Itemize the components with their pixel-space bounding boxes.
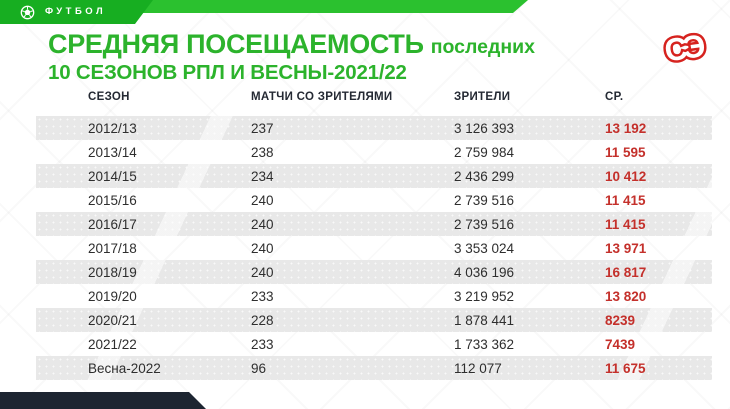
viewers-cell: 3 353 024 [454, 240, 515, 256]
soccer-ball-icon [20, 5, 35, 20]
season-cell: 2015/16 [88, 192, 137, 208]
average-cell: 10 412 [605, 168, 647, 184]
category-tab: ФУТБОЛ [0, 0, 153, 24]
season-cell: 2020/21 [88, 312, 137, 328]
average-cell: 11 595 [605, 144, 646, 160]
column-header-0: СЕЗОН [88, 91, 130, 103]
viewers-cell: 2 759 984 [454, 144, 515, 160]
column-header-2: ЗРИТЕЛИ [454, 91, 511, 103]
matches-cell: 238 [251, 144, 274, 160]
table-row: 2018/19 240 4 036 196 16 817 [36, 260, 712, 284]
average-cell: 16 817 [605, 264, 647, 280]
viewers-cell: 2 739 516 [454, 192, 515, 208]
category-label: ФУТБОЛ [45, 6, 107, 17]
column-header-1: МАТЧИ СО ЗРИТЕЛЯМИ [251, 91, 393, 103]
matches-cell: 233 [251, 288, 274, 304]
page-title: СРЕДНЯЯ ПОСЕЩАЕМОСТЬ последних 10 СЕЗОНОВ… [48, 30, 535, 85]
average-cell: 7439 [605, 336, 636, 352]
matches-cell: 233 [251, 336, 274, 352]
matches-cell: 237 [251, 120, 274, 136]
season-cell: 2021/22 [88, 336, 137, 352]
season-cell: Весна-2022 [88, 360, 161, 376]
viewers-cell: 1 878 441 [454, 312, 515, 328]
table-row: 2016/17 240 2 739 516 11 415 [36, 212, 712, 236]
matches-cell: 96 [251, 360, 267, 376]
viewers-cell: 1 733 362 [454, 336, 515, 352]
table-row: 2019/20 233 3 219 952 13 820 [36, 284, 712, 308]
attendance-table-body: 2012/13 237 3 126 393 13 192 2013/14 238 2 759… [36, 116, 712, 380]
footer-dark-banner [0, 392, 206, 409]
season-cell: 2017/18 [88, 240, 137, 256]
matches-cell: 240 [251, 240, 274, 256]
table-row: 2013/14 238 2 759 984 11 595 [36, 140, 712, 164]
average-cell: 11 415 [605, 192, 646, 208]
viewers-cell: 112 077 [454, 360, 502, 376]
average-cell: 11 675 [605, 360, 646, 376]
viewers-cell: 2 739 516 [454, 216, 515, 232]
title-line2: 10 СЕЗОНОВ РПЛ И ВЕСНЫ-2021/22 [48, 61, 407, 85]
table-row: 2017/18 240 3 353 024 13 971 [36, 236, 712, 260]
matches-cell: 228 [251, 312, 274, 328]
season-cell: 2014/15 [88, 168, 137, 184]
table-row: 2015/16 240 2 739 516 11 415 [36, 188, 712, 212]
table-row: 2021/22 233 1 733 362 7439 [36, 332, 712, 356]
viewers-cell: 2 436 299 [454, 168, 515, 184]
season-cell: 2013/14 [88, 144, 137, 160]
table-header-row: СЕЗОН МАТЧИ СО ЗРИТЕЛЯМИ ЗРИТЕЛИ СР. [36, 86, 712, 108]
average-cell: 13 192 [605, 120, 647, 136]
matches-cell: 240 [251, 192, 274, 208]
table-row: 2012/13 237 3 126 393 13 192 [36, 116, 712, 140]
attendance-table: СЕЗОН МАТЧИ СО ЗРИТЕЛЯМИ ЗРИТЕЛИ СР. 2012/1… [36, 86, 712, 380]
svg-text:СЭ: СЭ [662, 27, 707, 68]
season-cell: 2012/13 [88, 120, 137, 136]
viewers-cell: 4 036 196 [454, 264, 515, 280]
title-suffix: последних [430, 36, 535, 58]
sport-express-logo: СЭ СЭ [660, 25, 710, 71]
viewers-cell: 3 126 393 [454, 120, 515, 136]
viewers-cell: 3 219 952 [454, 288, 515, 304]
average-cell: 11 415 [605, 216, 646, 232]
title-emphasis: СРЕДНЯЯ ПОСЕЩАЕМОСТЬ [48, 29, 424, 59]
season-cell: 2019/20 [88, 288, 137, 304]
matches-cell: 234 [251, 168, 274, 184]
table-row: Весна-2022 96 112 077 11 675 [36, 356, 712, 380]
table-row: 2014/15 234 2 436 299 10 412 [36, 164, 712, 188]
season-cell: 2018/19 [88, 264, 137, 280]
average-cell: 8239 [605, 312, 636, 328]
average-cell: 13 820 [605, 288, 647, 304]
season-cell: 2016/17 [88, 216, 137, 232]
matches-cell: 240 [251, 216, 274, 232]
matches-cell: 240 [251, 264, 274, 280]
column-header-3: СР. [605, 91, 624, 103]
table-row: 2020/21 228 1 878 441 8239 [36, 308, 712, 332]
average-cell: 13 971 [605, 240, 647, 256]
